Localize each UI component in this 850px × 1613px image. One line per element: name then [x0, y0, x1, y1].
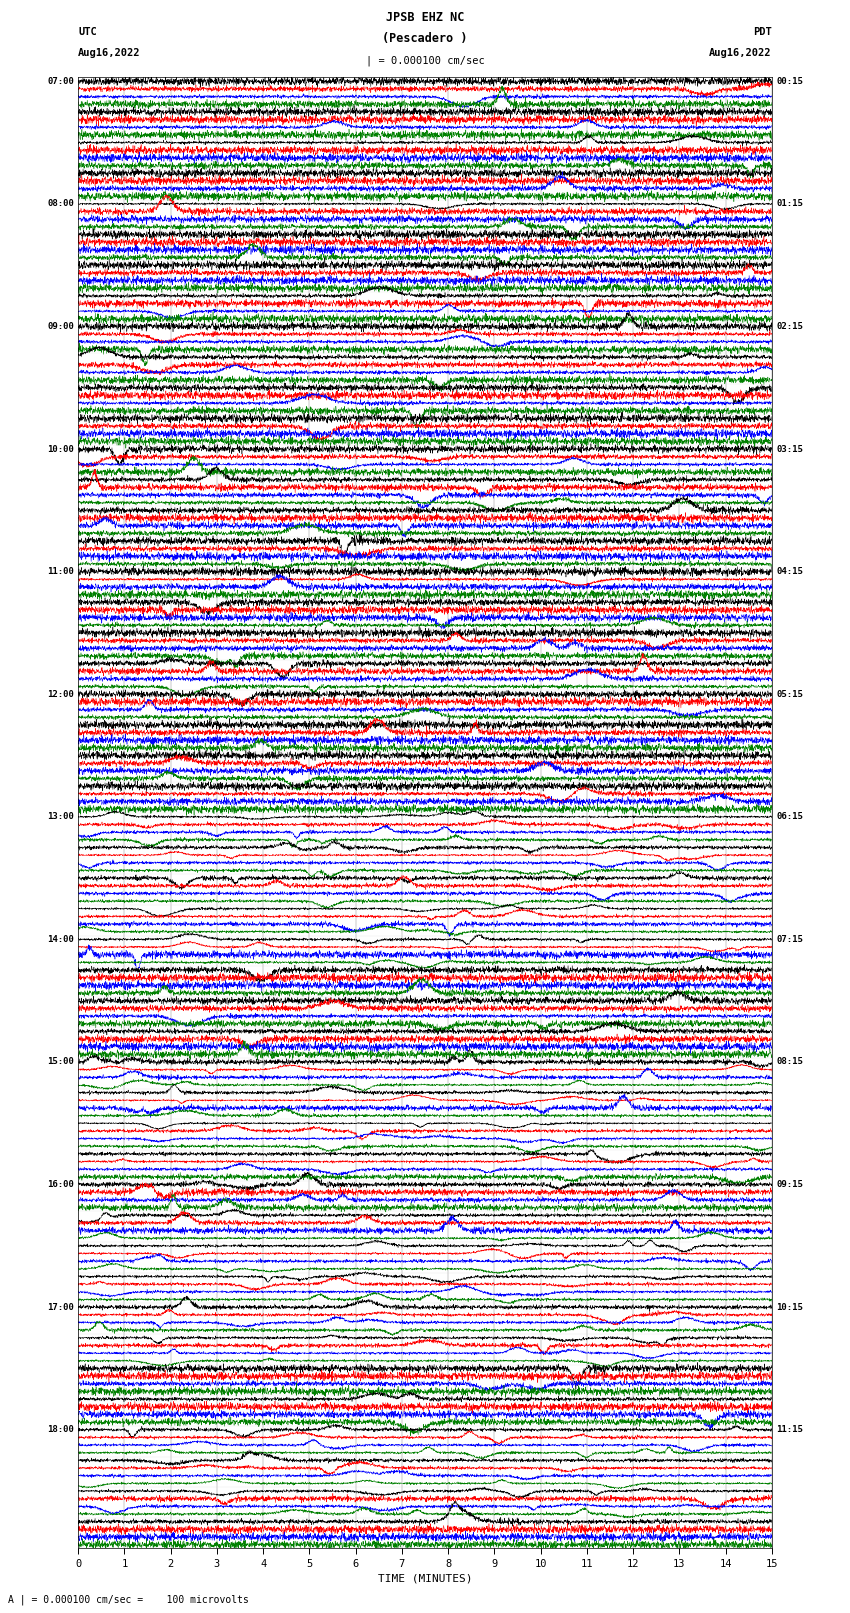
Text: JPSB EHZ NC: JPSB EHZ NC [386, 11, 464, 24]
Text: Aug16,2022: Aug16,2022 [78, 48, 141, 58]
X-axis label: TIME (MINUTES): TIME (MINUTES) [377, 1573, 473, 1582]
Text: 18:00: 18:00 [47, 1426, 74, 1434]
Text: (Pescadero ): (Pescadero ) [382, 32, 468, 45]
Text: 04:15: 04:15 [776, 568, 803, 576]
Text: 12:00: 12:00 [47, 690, 74, 698]
Text: 17:00: 17:00 [47, 1303, 74, 1311]
Text: 11:15: 11:15 [776, 1426, 803, 1434]
Text: PDT: PDT [753, 27, 772, 37]
Text: UTC: UTC [78, 27, 97, 37]
Text: 03:15: 03:15 [776, 445, 803, 453]
Text: Aug16,2022: Aug16,2022 [709, 48, 772, 58]
Text: 09:00: 09:00 [47, 323, 74, 331]
Text: 00:15: 00:15 [776, 77, 803, 85]
Text: 07:00: 07:00 [47, 77, 74, 85]
Text: 15:00: 15:00 [47, 1058, 74, 1066]
Text: 01:15: 01:15 [776, 200, 803, 208]
Text: 14:00: 14:00 [47, 936, 74, 944]
Text: 08:15: 08:15 [776, 1058, 803, 1066]
Text: 07:15: 07:15 [776, 936, 803, 944]
Text: 05:15: 05:15 [776, 690, 803, 698]
Text: 08:00: 08:00 [47, 200, 74, 208]
Text: | = 0.000100 cm/sec: | = 0.000100 cm/sec [366, 55, 484, 66]
Text: 06:15: 06:15 [776, 813, 803, 821]
Text: A | = 0.000100 cm/sec =    100 microvolts: A | = 0.000100 cm/sec = 100 microvolts [8, 1594, 249, 1605]
Text: 02:15: 02:15 [776, 323, 803, 331]
Text: 16:00: 16:00 [47, 1181, 74, 1189]
Text: 09:15: 09:15 [776, 1181, 803, 1189]
Text: 10:00: 10:00 [47, 445, 74, 453]
Text: 11:00: 11:00 [47, 568, 74, 576]
Text: 13:00: 13:00 [47, 813, 74, 821]
Text: 10:15: 10:15 [776, 1303, 803, 1311]
